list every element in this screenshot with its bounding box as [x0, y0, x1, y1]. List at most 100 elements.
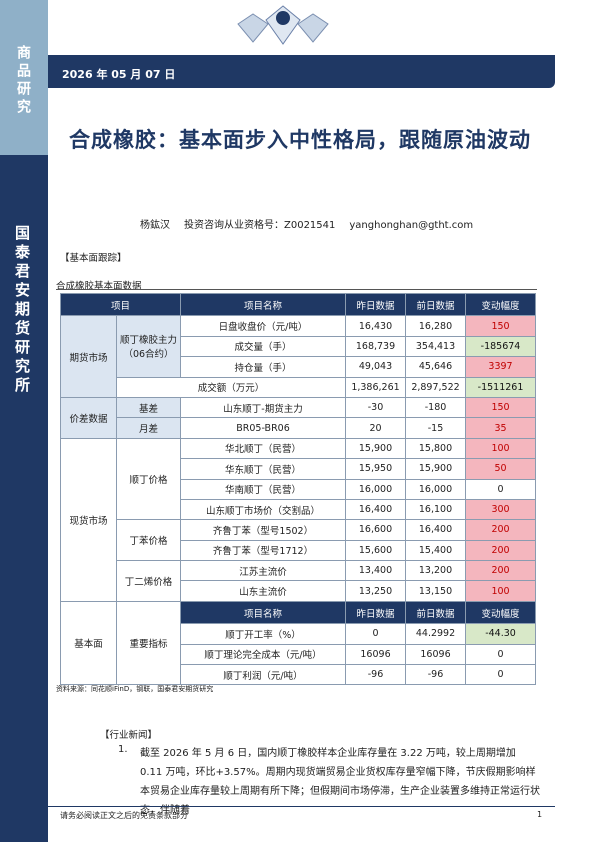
item-cell: 日盘收盘价（元/吨）	[180, 315, 347, 337]
subgroup-cell: 重要指标	[115, 600, 182, 686]
date: 2026 年 05 月 07 日	[62, 68, 176, 81]
value-cell: 16,400	[405, 519, 467, 541]
value-cell: 2,897,522	[405, 376, 467, 398]
table-row: 顺丁利润（元/吨） -96 -96 0	[61, 664, 537, 686]
subgroup-cell: 顺丁价格	[115, 437, 182, 521]
item-cell: 顺丁开工率（%）	[180, 623, 347, 645]
value-cell: -30	[345, 396, 407, 419]
table-row: 丁苯价格 齐鲁丁苯（型号1502） 16,600 16,400 200	[61, 519, 537, 562]
table-row: 顺丁理论完全成本（元/吨） 16096 16096 0	[61, 643, 537, 666]
table-row: 齐鲁丁苯（型号1712） 15,600 15,400 200	[61, 539, 537, 562]
value-cell: 16,100	[405, 498, 467, 521]
value-cell: 15,900	[405, 458, 467, 480]
group-cell: 现货市场	[60, 437, 117, 602]
item-cell: BR05-BR06	[180, 417, 347, 439]
table-row: 山东主流价 13,250 13,150 100	[61, 580, 537, 602]
value-cell: 16096	[345, 643, 407, 666]
value-cell: 15,950	[345, 458, 407, 480]
sidebar-bottom: 国泰君安期货研究所	[0, 155, 48, 842]
value-cell: 0	[345, 623, 407, 645]
header-cell: 前日数据	[405, 600, 467, 625]
table-row: 山东顺丁市场价（交割品） 16,400 16,100 300	[61, 498, 537, 521]
change-cell: -185674	[465, 335, 537, 358]
page-number: 1	[537, 810, 543, 819]
table-title: 合成橡胶基本面数据	[56, 281, 142, 292]
change-cell: 200	[465, 560, 537, 582]
change-cell: 200	[465, 539, 537, 562]
table-row: 成交额（万元） 1,386,261 2,897,522 -1511261	[61, 376, 537, 398]
value-cell: -96	[405, 664, 467, 686]
item-cell: 华南顺丁（民营）	[180, 478, 347, 500]
subgroup-cell: 月差	[115, 417, 182, 439]
value-cell: -180	[405, 396, 467, 419]
value-cell: 49,043	[345, 356, 407, 378]
value-cell: 15,800	[405, 437, 467, 460]
header-bar	[48, 55, 555, 88]
value-cell: 13,200	[405, 560, 467, 582]
value-cell: 45,646	[405, 356, 467, 378]
value-cell: 16,400	[345, 498, 407, 521]
value-cell: 13,150	[405, 580, 467, 602]
table-row: 成交量（手） 168,739 354,413 -185674	[61, 335, 537, 358]
news-text: 截至 2026 年 5 月 6 日，国内顺丁橡胶样本企业库存量在 3.22 万吨…	[140, 748, 540, 816]
item-cell: 成交额（万元）	[115, 376, 347, 398]
group-cell: 价差数据	[60, 396, 117, 439]
item-cell: 顺丁理论完全成本（元/吨）	[180, 643, 347, 666]
item-cell: 华东顺丁（民营）	[180, 458, 347, 480]
table-row: 华南顺丁（民营） 16,000 16,000 0	[61, 478, 537, 500]
change-cell: 50	[465, 458, 537, 480]
group-cell: 基本面	[60, 600, 117, 686]
header-cell: 昨日数据	[345, 292, 407, 317]
change-cell: 3397	[465, 356, 537, 378]
value-cell: 44.2992	[405, 623, 467, 645]
value-cell: 16,000	[345, 478, 407, 500]
value-cell: 15,600	[345, 539, 407, 562]
header-cell: 变动幅度	[465, 292, 537, 317]
value-cell: 13,400	[345, 560, 407, 582]
item-cell: 华北顺丁（民营）	[180, 437, 347, 460]
header-cell: 项目	[59, 292, 182, 317]
author-name: 杨鈜汉	[140, 220, 170, 231]
item-cell: 山东顺丁-期货主力	[180, 396, 347, 419]
table-row: 基本面 重要指标 项目名称 昨日数据 前日数据 变动幅度	[60, 600, 537, 686]
subgroup-cell: 丁苯价格	[115, 519, 182, 562]
change-cell: 100	[465, 437, 537, 460]
item-cell: 江苏主流价	[180, 560, 347, 582]
change-cell: 100	[465, 580, 537, 602]
change-cell: -1511261	[465, 376, 537, 398]
table-row: 华东顺丁（民营） 15,950 15,900 50	[61, 458, 537, 480]
change-cell: 150	[465, 396, 537, 419]
table-row: 现货市场 顺丁价格 华北顺丁（民营） 15,900 15,800 100	[60, 437, 537, 602]
header-cell: 变动幅度	[465, 600, 537, 625]
item-cell: 齐鲁丁苯（型号1712）	[180, 539, 347, 562]
table-row: 丁二烯价格 江苏主流价 13,400 13,200 200	[61, 560, 537, 602]
value-cell: 16,000	[405, 478, 467, 500]
section-heading: 【基本面跟踪】	[60, 253, 127, 264]
sidebar-top: 商品研究	[0, 0, 48, 155]
change-cell: 35	[465, 417, 537, 439]
item-cell: 顺丁利润（元/吨）	[180, 664, 347, 686]
item-cell: 山东顺丁市场价（交割品）	[180, 498, 347, 521]
value-cell: 13,250	[345, 580, 407, 602]
author: 杨鈜汉 投资咨询从业资格号：Z0021541 yanghonghan@gtht.co…	[140, 216, 487, 231]
data-table: 项目 项目名称 昨日数据 前日数据 变动幅度 期货市场 顺丁橡胶主力（06合约） 日盘收盘价（…	[59, 292, 537, 686]
change-cell: 150	[465, 315, 537, 337]
value-cell: 15,400	[405, 539, 467, 562]
header-cell: 昨日数据	[345, 600, 407, 625]
source: 资料来源：同花顺iFinD，钢联，国泰君安期货研究	[56, 685, 214, 693]
item-cell: 持仓量（手）	[180, 356, 347, 378]
disclaimer: 请务必阅读正文之后的免责条款部分	[60, 811, 188, 820]
value-cell: 1,386,261	[345, 376, 407, 398]
sidebar-bottom-text: 国泰君安期货研究所	[13, 225, 31, 396]
footer-rule	[48, 806, 555, 807]
table-row: 项目 项目名称 昨日数据 前日数据 变动幅度	[59, 292, 537, 317]
item-cell: 齐鲁丁苯（型号1502）	[180, 519, 347, 541]
value-cell: 20	[345, 417, 407, 439]
table-row: 价差数据 基差 山东顺丁-期货主力 -30 -180 150	[60, 396, 537, 439]
subgroup-cell: 顺丁橡胶主力（06合约）	[115, 315, 182, 378]
table-row: 月差 BR05-BR06 20 -15 35	[61, 417, 537, 439]
author-email: yanghonghan@gtht.com	[349, 220, 474, 231]
table-row: 期货市场 顺丁橡胶主力（06合约） 日盘收盘价（元/吨） 16,430 16,280 15…	[60, 315, 537, 398]
logo	[237, 5, 329, 45]
